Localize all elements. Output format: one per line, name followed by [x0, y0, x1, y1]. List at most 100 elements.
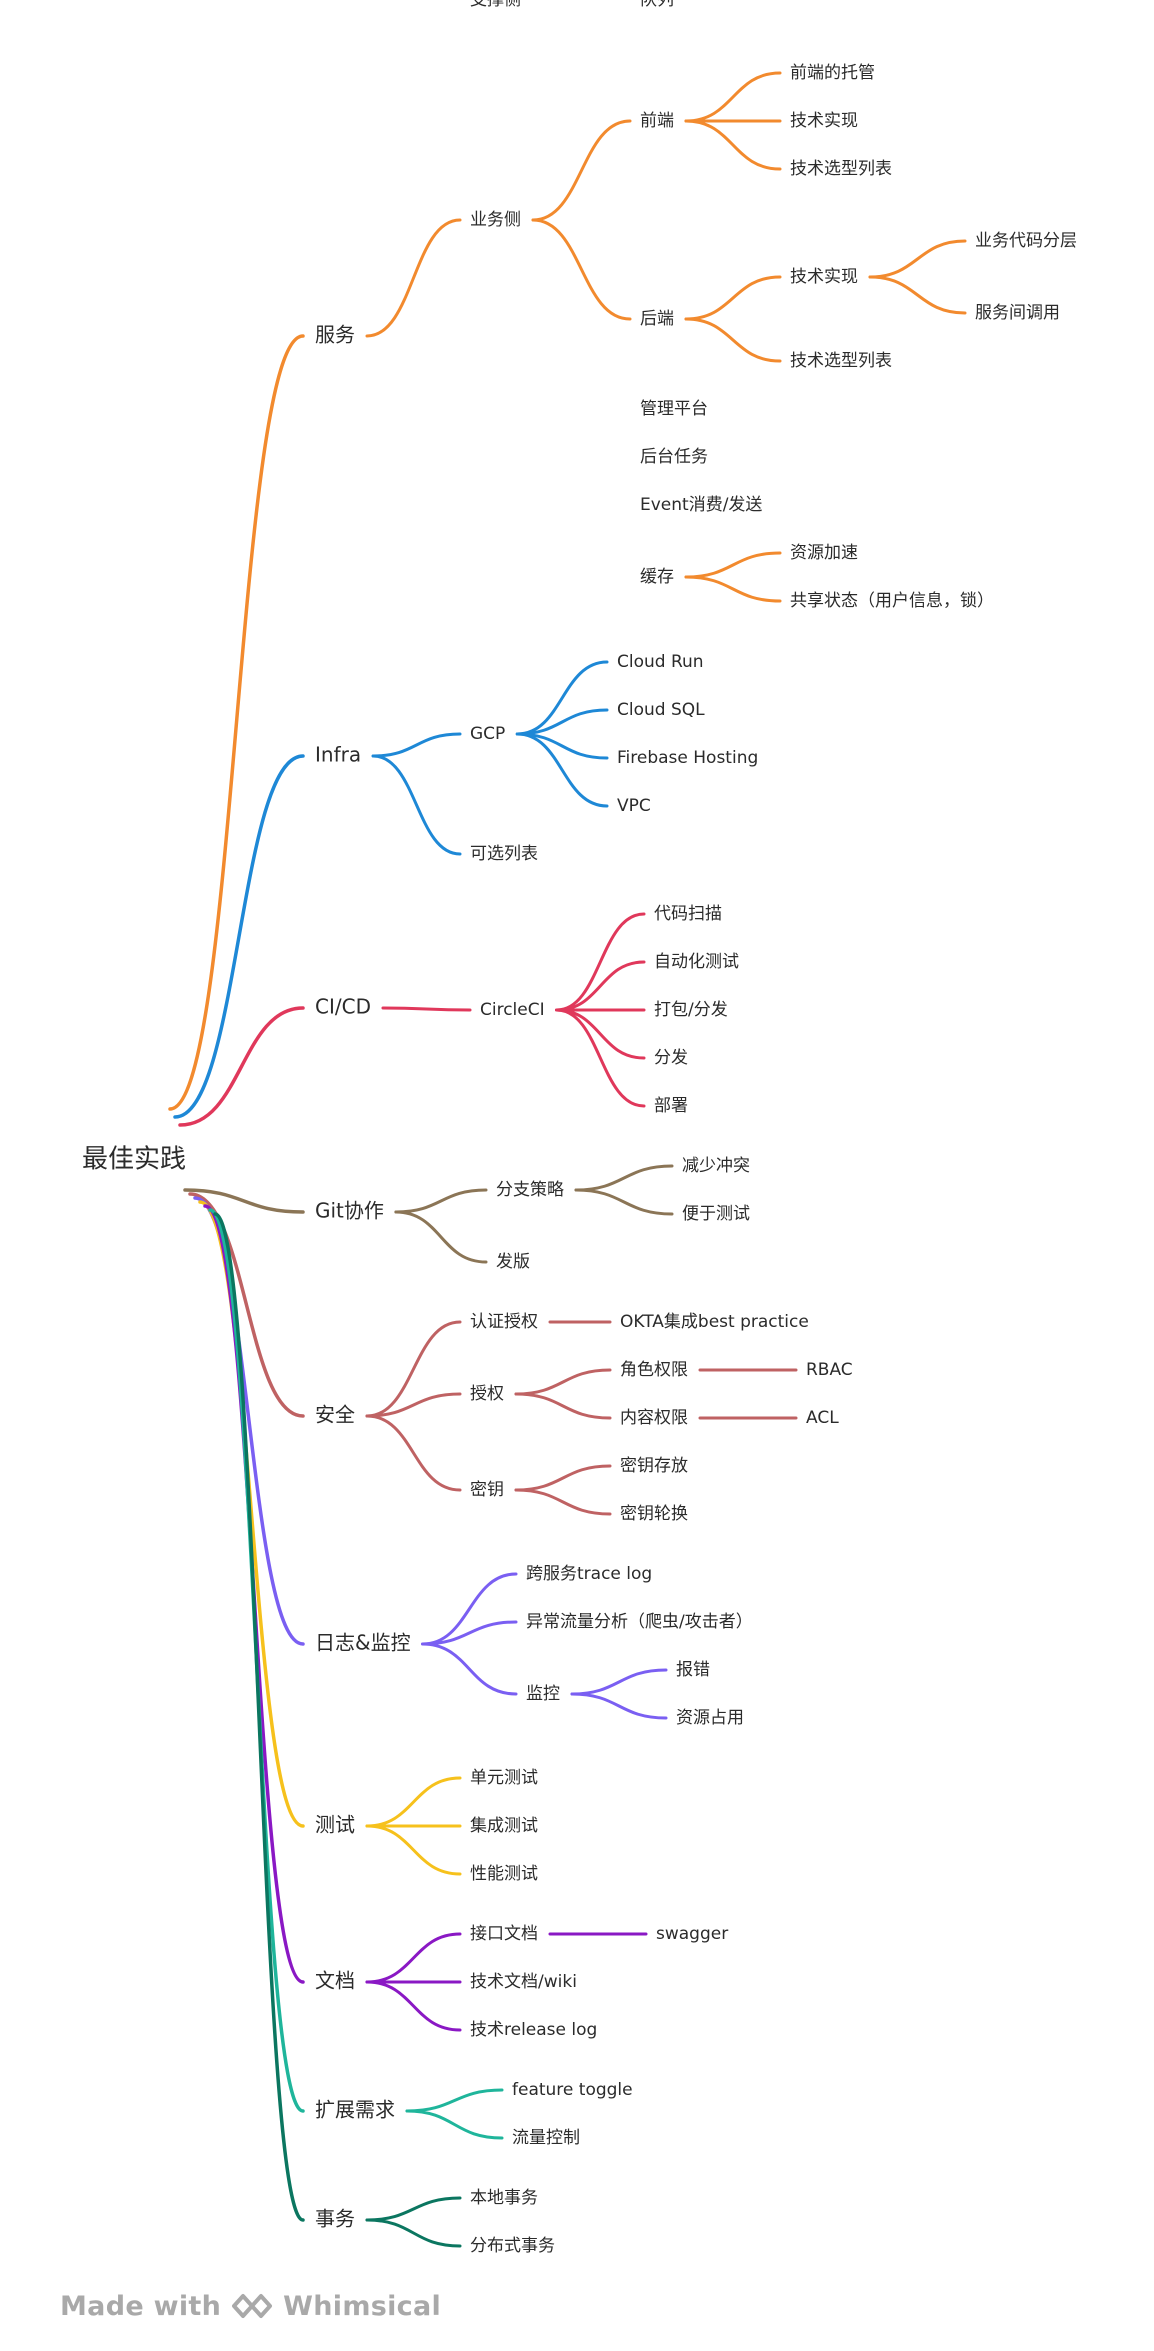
node-b4-2[interactable]: 发版	[496, 1252, 530, 1272]
node-b1-1-1-2[interactable]: 技术实现	[790, 111, 858, 131]
node-b1-1-2-1-1[interactable]: 业务代码分层	[975, 231, 1077, 251]
branch-node-1[interactable]: 服务	[315, 323, 355, 347]
node-b3-1-2[interactable]: 自动化测试	[654, 952, 739, 972]
node-b8-2[interactable]: 技术文档/wiki	[470, 1972, 577, 1992]
root-node[interactable]: 最佳实践	[82, 1145, 186, 1175]
node-b8-3[interactable]: 技术release log	[470, 2020, 597, 2040]
node-b3-1-3[interactable]: 打包/分发	[654, 1000, 728, 1020]
node-b10-2[interactable]: 分布式事务	[470, 2236, 555, 2256]
node-b1-1-2-2[interactable]: 技术选型列表	[790, 351, 892, 371]
edge-b8-1	[365, 1932, 462, 1984]
node-b2-1-1[interactable]: Cloud Run	[617, 652, 704, 672]
mind-map-nodes: 最佳实践 服务业务侧前端前端的托管技术实现技术选型列表后端技术实现业务代码分层服…	[82, 0, 1077, 2256]
edge-b2-1-4	[515, 732, 609, 808]
node-b6-2[interactable]: 异常流量分析（爬虫/攻击者）	[526, 1612, 753, 1632]
node-b9-2[interactable]: 流量控制	[512, 2128, 580, 2148]
node-b6-3-1[interactable]: 报错	[676, 1660, 710, 1680]
node-b9-1[interactable]: feature toggle	[512, 2080, 633, 2100]
node-b5-2[interactable]: 授权	[470, 1384, 504, 1404]
node-b8-1-1[interactable]: swagger	[656, 1924, 728, 1944]
node-b5-3[interactable]: 密钥	[470, 1480, 504, 1500]
node-b1-2[interactable]: 支撑侧	[470, 0, 521, 10]
node-b4-1-1[interactable]: 减少冲突	[682, 1156, 750, 1176]
edge-b3-1-1	[555, 912, 646, 1012]
node-b3-1-1[interactable]: 代码扫描	[654, 904, 722, 924]
node-b1-2-5[interactable]: 队列	[640, 0, 674, 10]
mind-map-edges	[170, 73, 967, 2248]
node-b1-2-1[interactable]: 管理平台	[640, 399, 708, 419]
node-b5-3-1[interactable]: 密钥存放	[620, 1456, 688, 1476]
branch-node-10[interactable]: 事务	[315, 2207, 355, 2231]
branch-node-5[interactable]: 安全	[315, 1403, 355, 1427]
node-b5-1[interactable]: 认证授权	[470, 1312, 538, 1332]
node-b7-1[interactable]: 单元测试	[470, 1768, 538, 1788]
node-b2-2[interactable]: 可选列表	[470, 844, 538, 864]
node-b3-1-4[interactable]: 分发	[654, 1048, 688, 1068]
node-b1-1[interactable]: 业务侧	[470, 210, 521, 230]
edge-b10-2	[365, 2218, 462, 2248]
node-b10-1[interactable]: 本地事务	[470, 2188, 538, 2208]
edge-b2-1-2	[515, 708, 609, 736]
node-b6-1[interactable]: 跨服务trace log	[526, 1564, 652, 1584]
node-b3-1-5[interactable]: 部署	[654, 1096, 688, 1116]
node-b5-2-2[interactable]: 内容权限	[620, 1408, 688, 1428]
node-b5-1-1[interactable]: OKTA集成best practice	[620, 1312, 809, 1332]
node-b1-1-2-1-2[interactable]: 服务间调用	[975, 303, 1060, 323]
branch-node-3[interactable]: CI/CD	[315, 995, 371, 1019]
branch-node-4[interactable]: Git协作	[315, 1199, 384, 1223]
node-b1-1-2[interactable]: 后端	[640, 309, 674, 329]
branch-node-7[interactable]: 测试	[315, 1813, 355, 1837]
edge-b5-2-1	[514, 1368, 612, 1396]
node-b1-2-4-1[interactable]: 资源加速	[790, 543, 858, 563]
edge-root-7	[198, 1200, 305, 1828]
node-b5-2-1[interactable]: 角色权限	[620, 1360, 688, 1380]
node-b5-2-2-1[interactable]: ACL	[806, 1408, 839, 1428]
whimsical-logo-icon	[232, 2294, 273, 2318]
edge-b5-3	[365, 1414, 462, 1492]
branch-node-2[interactable]: Infra	[315, 743, 361, 767]
node-b1-1-1-1[interactable]: 前端的托管	[790, 63, 875, 83]
edge-b7-1	[365, 1776, 462, 1828]
node-b7-2[interactable]: 集成测试	[470, 1816, 538, 1836]
node-b1-2-4[interactable]: 缓存	[640, 567, 674, 587]
node-b5-2-1-1[interactable]: RBAC	[806, 1360, 853, 1380]
node-b6-3-2[interactable]: 资源占用	[676, 1708, 744, 1728]
edge-b7-3	[365, 1824, 462, 1876]
node-b6-3[interactable]: 监控	[526, 1684, 560, 1704]
edge-b4-1-2	[574, 1188, 674, 1216]
branch-node-9[interactable]: 扩展需求	[315, 2098, 395, 2122]
node-b1-1-2-1[interactable]: 技术实现	[790, 267, 858, 287]
edge-b1-1-1	[531, 119, 632, 222]
edge-b1-1	[365, 218, 462, 338]
edge-b6-3-2	[570, 1692, 668, 1720]
edge-root-6	[193, 1196, 305, 1646]
node-b1-2-2[interactable]: 后台任务	[640, 447, 708, 467]
edge-b4-1	[394, 1188, 488, 1214]
node-b2-1-4[interactable]: VPC	[617, 796, 651, 816]
edge-root-4	[183, 1188, 305, 1214]
edge-b5-3-2	[514, 1488, 612, 1516]
node-b1-2-4-2[interactable]: 共享状态（用户信息，锁）	[790, 591, 994, 611]
node-b5-3-2[interactable]: 密钥轮换	[620, 1504, 688, 1524]
edge-b6-2	[421, 1620, 518, 1646]
node-b4-1[interactable]: 分支策略	[496, 1180, 564, 1200]
node-b2-1[interactable]: GCP	[470, 724, 505, 744]
edge-b5-2-2	[514, 1392, 612, 1420]
node-b2-1-2[interactable]: Cloud SQL	[617, 700, 705, 720]
node-b1-1-1[interactable]: 前端	[640, 111, 674, 131]
branch-node-6[interactable]: 日志&监控	[315, 1631, 411, 1655]
node-b4-1-2[interactable]: 便于测试	[682, 1204, 750, 1224]
node-b7-3[interactable]: 性能测试	[470, 1864, 538, 1884]
edge-b3-1-4	[555, 1008, 646, 1060]
node-b2-1-3[interactable]: Firebase Hosting	[617, 748, 758, 768]
edge-b2-2	[371, 754, 462, 856]
edge-b1-1-1-3	[684, 119, 782, 171]
node-b1-1-1-3[interactable]: 技术选型列表	[790, 159, 892, 179]
node-b3-1[interactable]: CircleCI	[480, 1000, 545, 1020]
node-b8-1[interactable]: 接口文档	[470, 1924, 538, 1944]
edge-b5-1	[365, 1320, 462, 1418]
branch-node-8[interactable]: 文档	[315, 1969, 355, 1993]
edge-b10-1	[365, 2196, 462, 2222]
node-b1-2-3[interactable]: Event消费/发送	[640, 495, 762, 515]
